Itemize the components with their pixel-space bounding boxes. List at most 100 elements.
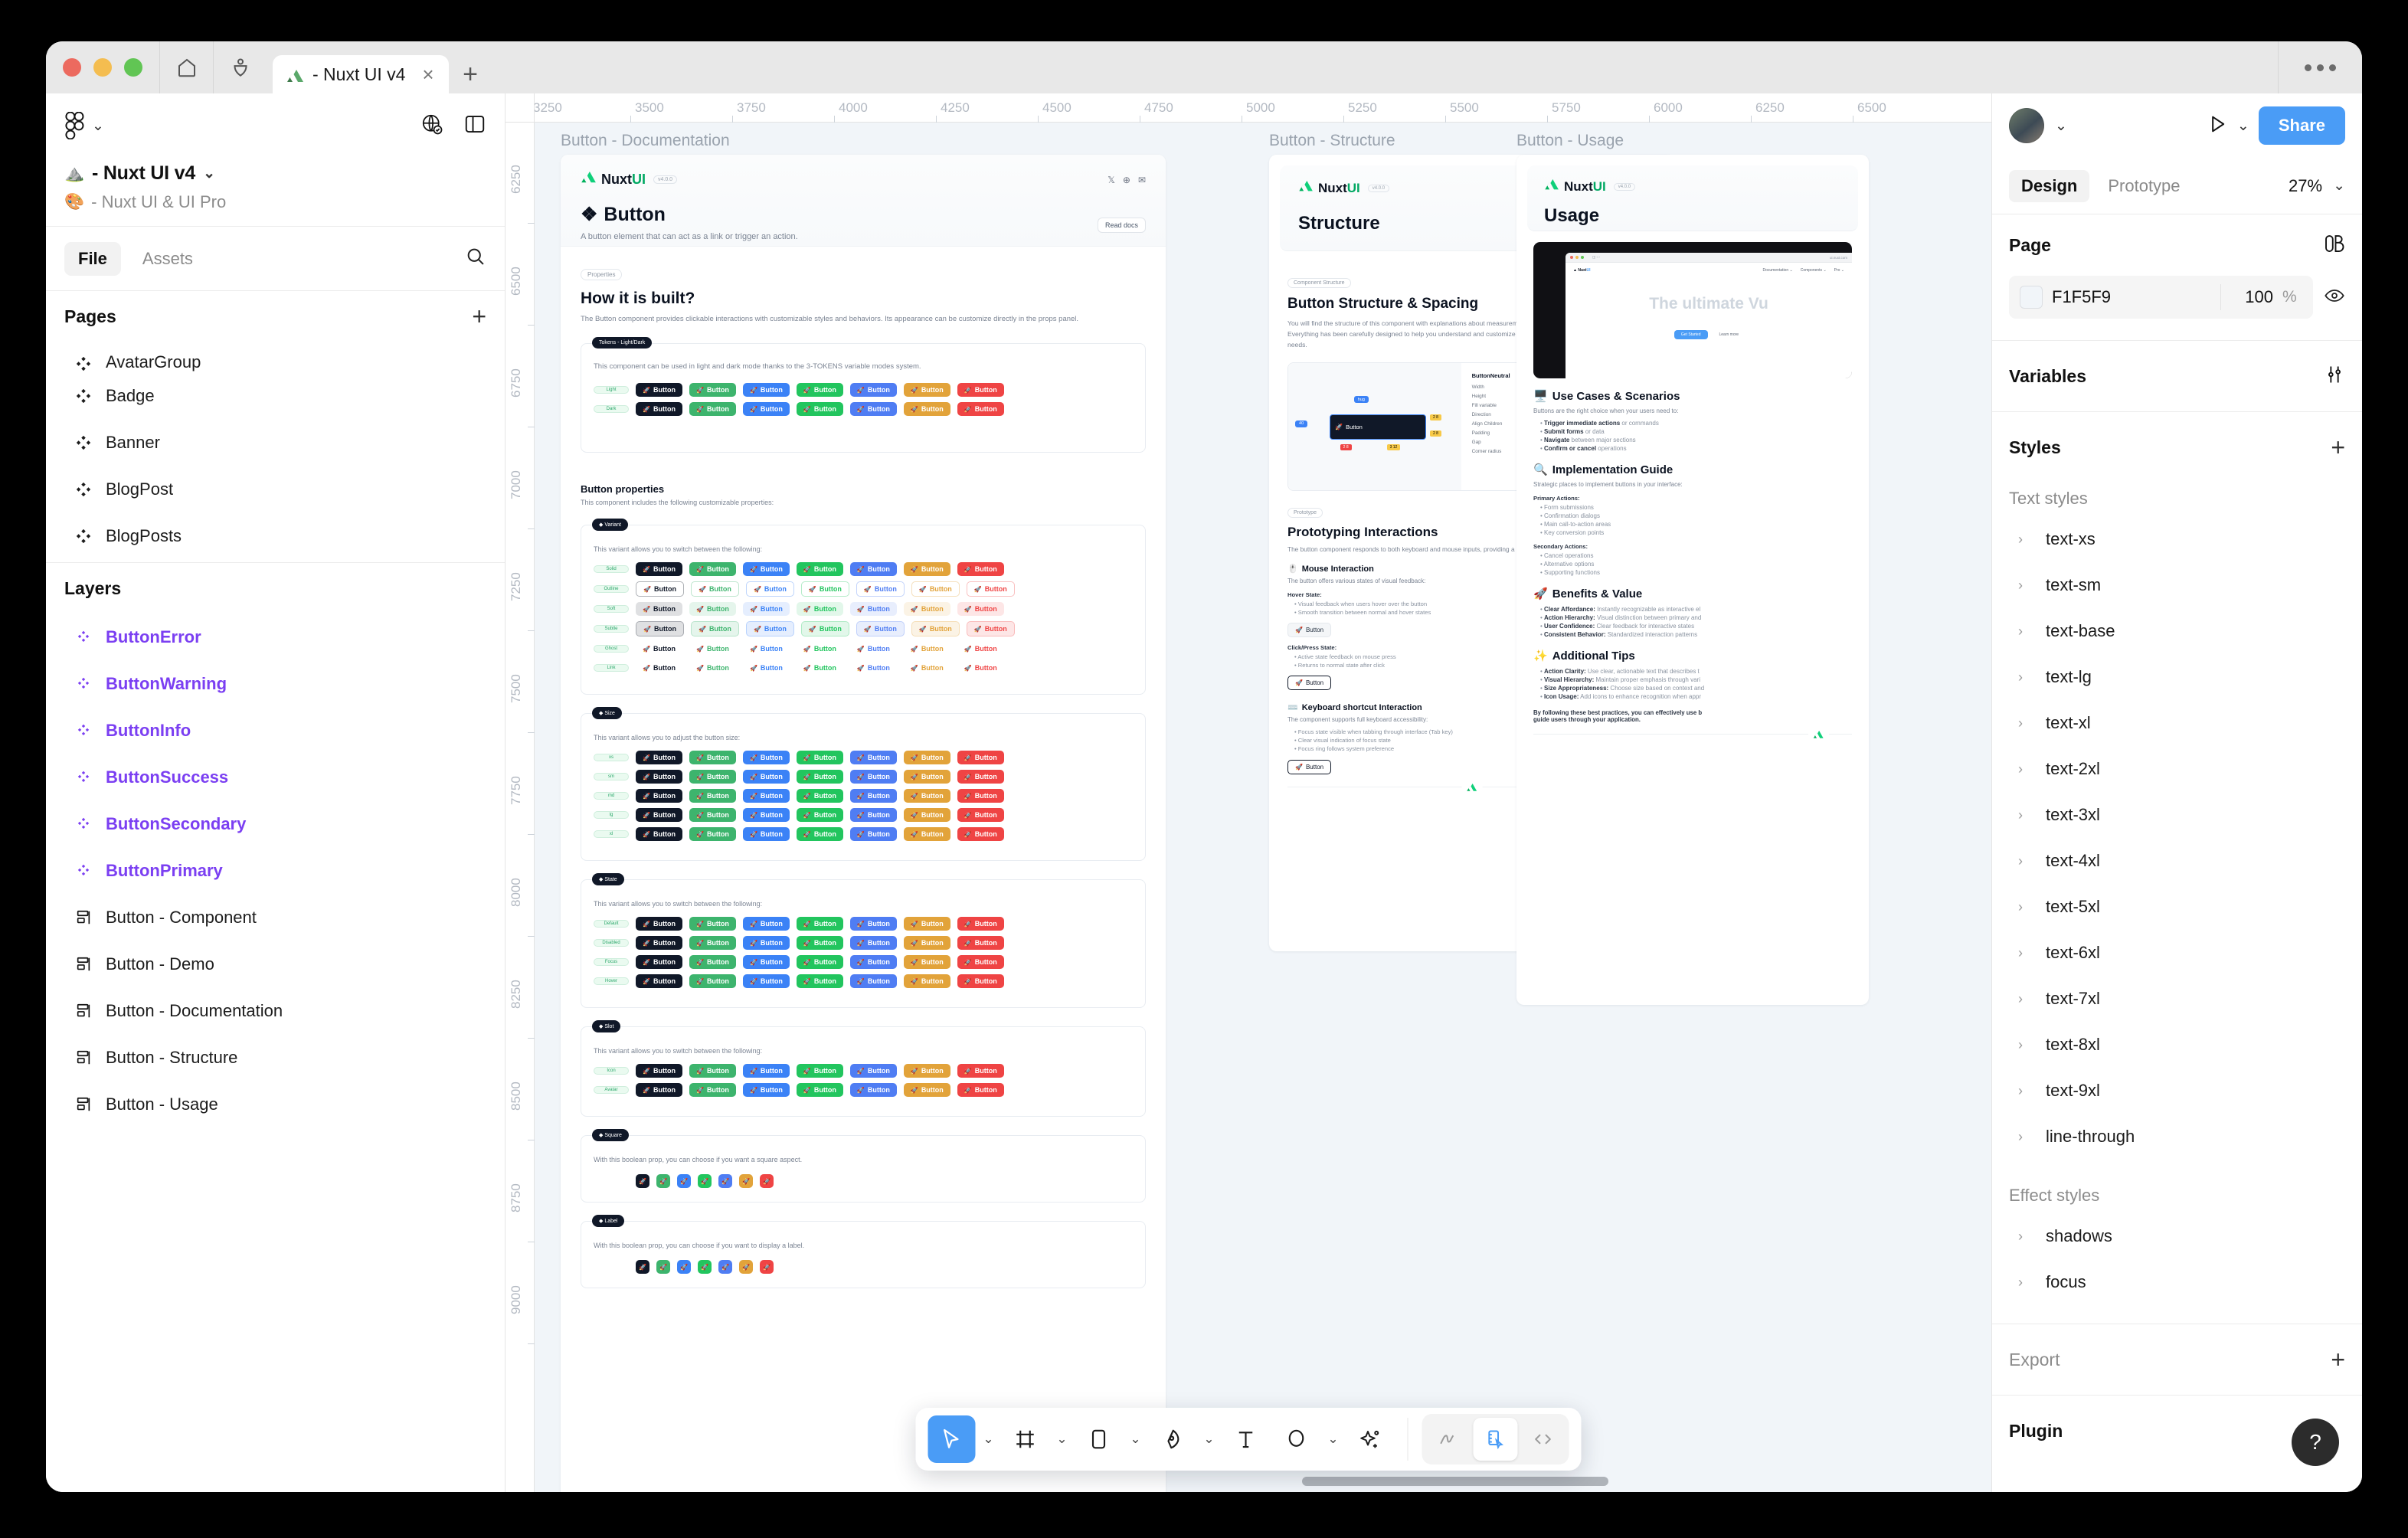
layer-item-button-documentation[interactable]: Button - Documentation	[55, 987, 496, 1034]
demo-button[interactable]: 🚀 Button	[904, 661, 950, 675]
usage-hero-cta[interactable]: Get Started	[1673, 330, 1708, 339]
demo-button[interactable]: 🚀 Button	[690, 621, 739, 636]
demo-button[interactable]: 🚀 Button	[742, 402, 790, 416]
tab-file[interactable]: File	[64, 241, 121, 276]
demo-button[interactable]: 🚀 Button	[796, 770, 843, 784]
demo-button[interactable]: 🚀 Button	[957, 661, 1004, 675]
frame-button-documentation[interactable]: NuxtUI v4.0.0 𝕏 ⊕ ✉ ❖ Button A button el…	[561, 155, 1166, 1492]
demo-button[interactable]: 🚀 Button	[742, 1083, 790, 1097]
demo-square-button[interactable]: 🚀	[636, 1174, 649, 1188]
demo-button[interactable]: 🚀 Button	[849, 751, 897, 764]
demo-button[interactable]: 🚀 Button	[796, 402, 843, 416]
demo-button[interactable]: 🚀 Button	[742, 789, 790, 803]
demo-button[interactable]: 🚀 Button	[849, 602, 897, 616]
demo-button[interactable]: 🚀 Button	[742, 751, 790, 764]
share-button[interactable]: Share	[2258, 106, 2345, 145]
demo-button[interactable]: 🚀 Button	[957, 642, 1004, 656]
ruler-icon[interactable]	[1473, 1418, 1518, 1461]
pen-tool[interactable]	[1149, 1415, 1196, 1463]
page-item-badge[interactable]: Badge	[55, 372, 496, 419]
shape-tool[interactable]	[1075, 1415, 1123, 1463]
play-icon[interactable]	[2207, 113, 2228, 139]
usage-nav-item[interactable]: Pro ⌄	[1834, 268, 1844, 273]
demo-square-button[interactable]: 🚀	[739, 1260, 753, 1274]
demo-button[interactable]: 🚀 Button	[903, 808, 950, 822]
demo-button[interactable]: 🚀 Button	[636, 955, 682, 969]
frame-label-structure[interactable]: Button - Structure	[1269, 132, 1395, 149]
demo-button[interactable]: 🚀 Button	[903, 917, 950, 931]
demo-button[interactable]: 🚀 Button	[743, 661, 790, 675]
demo-square-button[interactable]: 🚀	[656, 1174, 670, 1188]
move-cursor-tool[interactable]	[928, 1415, 976, 1463]
press-demo-button[interactable]: 🚀 Button	[1287, 676, 1332, 691]
demo-button[interactable]: 🚀 Button	[689, 917, 736, 931]
demo-button[interactable]: 🚀 Button	[636, 581, 684, 597]
style-item-text-5xl[interactable]: › text-5xl	[2009, 884, 2345, 930]
demo-button[interactable]: 🚀 Button	[903, 751, 950, 764]
tab-prototype[interactable]: Prototype	[2108, 175, 2181, 195]
x-icon[interactable]: 𝕏	[1107, 175, 1115, 185]
demo-button[interactable]: 🚀 Button	[957, 770, 1004, 784]
layer-item-buttonprimary[interactable]: ButtonPrimary	[55, 847, 496, 894]
demo-button[interactable]: 🚀 Button	[689, 402, 736, 416]
demo-button[interactable]: 🚀 Button	[849, 955, 897, 969]
demo-button[interactable]: 🚀 Button	[742, 562, 790, 576]
toggle-panel-icon[interactable]	[463, 113, 486, 139]
frame-label-documentation[interactable]: Button - Documentation	[561, 132, 730, 149]
chevron-down-icon[interactable]: ⌄	[1327, 1432, 1339, 1446]
demo-button[interactable]: 🚀 Button	[849, 789, 897, 803]
demo-button[interactable]: 🚀 Button	[689, 562, 736, 576]
chevron-down-icon[interactable]: ⌄	[1130, 1432, 1141, 1446]
demo-button[interactable]: 🚀 Button	[849, 1064, 897, 1078]
demo-button[interactable]: 🚀 Button	[903, 974, 950, 988]
demo-button[interactable]: 🚀 Button	[957, 402, 1004, 416]
demo-button[interactable]: 🚀 Button	[742, 808, 790, 822]
search-icon[interactable]	[465, 246, 486, 271]
chevron-down-icon[interactable]: ⌄	[1203, 1432, 1215, 1446]
demo-button[interactable]: 🚀 Button	[636, 751, 682, 764]
demo-square-button[interactable]: 🚀	[739, 1174, 753, 1188]
demo-button[interactable]: 🚀 Button	[903, 770, 950, 784]
team-row[interactable]: 🎨 - Nuxt UI & UI Pro	[64, 192, 486, 212]
demo-button[interactable]: 🚀 Button	[849, 383, 897, 397]
demo-button[interactable]: 🚀 Button	[796, 974, 843, 988]
demo-button[interactable]: 🚀 Button	[796, 936, 843, 950]
demo-button[interactable]: 🚀 Button	[689, 1064, 736, 1078]
demo-button[interactable]: 🚀 Button	[957, 955, 1004, 969]
demo-button[interactable]: 🚀 Button	[904, 642, 950, 656]
demo-button[interactable]: 🚀 Button	[742, 974, 790, 988]
demo-button[interactable]: 🚀 Button	[742, 602, 790, 616]
layer-item-buttonsecondary[interactable]: ButtonSecondary	[55, 800, 496, 847]
demo-button[interactable]: 🚀 Button	[903, 1064, 950, 1078]
demo-button[interactable]: 🚀 Button	[742, 770, 790, 784]
demo-square-button[interactable]: 🚀	[718, 1260, 732, 1274]
figma-menu-button[interactable]: ⌄	[64, 112, 104, 139]
demo-button[interactable]: 🚀 Button	[957, 562, 1004, 576]
demo-button[interactable]: 🚀 Button	[689, 661, 736, 675]
style-item-focus[interactable]: › focus	[2009, 1259, 2345, 1305]
demo-button[interactable]: 🚀 Button	[745, 581, 794, 597]
home-icon[interactable]	[159, 41, 213, 93]
layer-item-button-demo[interactable]: Button - Demo	[55, 941, 496, 987]
page-fill-hex[interactable]: F1F5F9	[2052, 287, 2112, 306]
demo-button[interactable]: 🚀 Button	[796, 602, 843, 616]
style-item-text-sm[interactable]: › text-sm	[2009, 562, 2345, 608]
demo-button[interactable]: 🚀 Button	[636, 621, 684, 636]
demo-button[interactable]: 🚀 Button	[636, 602, 682, 616]
demo-button[interactable]: 🚀 Button	[636, 789, 682, 803]
close-window-button[interactable]	[63, 58, 81, 77]
demo-button[interactable]: 🚀 Button	[796, 1083, 843, 1097]
plus-icon[interactable]: +	[2331, 434, 2345, 461]
demo-button[interactable]: 🚀 Button	[903, 955, 950, 969]
demo-button[interactable]: 🚀 Button	[796, 751, 843, 764]
demo-button[interactable]: 🚀 Button	[966, 621, 1015, 636]
demo-button[interactable]: 🚀 Button	[903, 789, 950, 803]
scribble-icon[interactable]	[1426, 1418, 1471, 1461]
demo-button[interactable]: 🚀 Button	[957, 789, 1004, 803]
demo-button[interactable]: 🚀 Button	[796, 955, 843, 969]
demo-button[interactable]: 🚀 Button	[689, 642, 736, 656]
demo-button[interactable]: 🚀 Button	[957, 383, 1004, 397]
demo-button[interactable]: 🚀 Button	[742, 955, 790, 969]
demo-button[interactable]: 🚀 Button	[636, 1064, 682, 1078]
demo-square-button[interactable]: 🚀	[718, 1174, 732, 1188]
